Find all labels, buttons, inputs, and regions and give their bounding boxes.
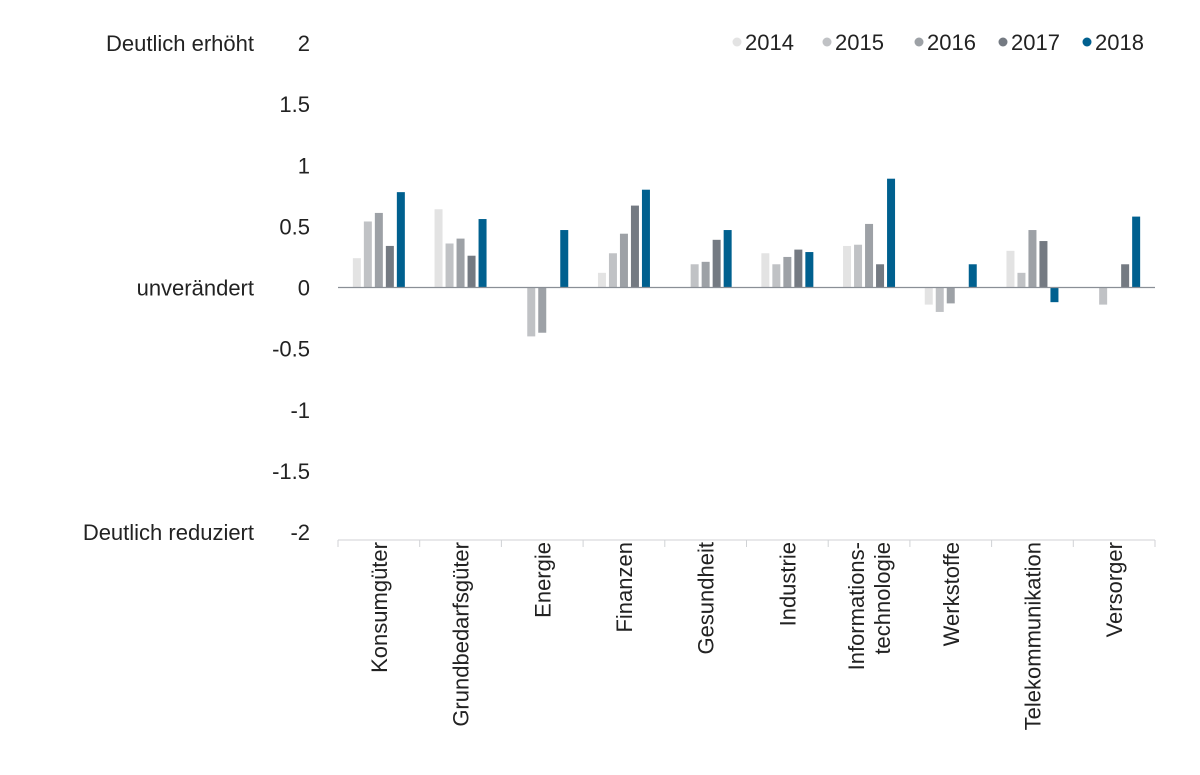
legend-marker-2017	[998, 37, 1008, 47]
bar-2014-7	[924, 287, 933, 305]
y-tick-label: -0.5	[272, 337, 310, 362]
y-tick-label: -2	[290, 520, 310, 545]
legend-marker-2014	[732, 37, 742, 47]
bar-2018-3	[641, 189, 650, 288]
legend: 2014 2015 2016 2017 2018	[732, 30, 1144, 55]
bar-2015-2	[527, 287, 536, 337]
bar-2016-1	[456, 238, 465, 288]
bar-2014-6	[843, 245, 852, 288]
bar-2017-1	[467, 255, 476, 288]
side-label-bottom: Deutlich reduziert	[83, 520, 254, 545]
bar-2018-2	[560, 230, 569, 288]
y-tick-label: 1.5	[279, 92, 310, 117]
bar-2015-6	[854, 244, 863, 288]
bar-2018-1	[478, 219, 487, 288]
x-tick-label: Werkstoffe	[939, 542, 964, 646]
y-tick-label: 0.5	[279, 214, 310, 239]
x-tick-label: Konsumgüter	[367, 542, 392, 673]
bar-2015-3	[608, 253, 617, 288]
bar-2016-3	[619, 233, 628, 288]
legend-label-2014: 2014	[745, 30, 794, 55]
side-label-middle: unverändert	[137, 276, 254, 301]
x-tick-label: Energie	[530, 542, 555, 618]
legend-label-2016: 2016	[927, 30, 976, 55]
y-axis-ticks: 2 1.5 1 0.5 0 -0.5 -1 -1.5 -2	[272, 31, 310, 545]
x-tick-label: Industrie	[775, 542, 800, 626]
bar-2015-0	[363, 221, 372, 288]
bar-2015-9	[1099, 287, 1108, 305]
bar-2018-9	[1132, 216, 1141, 288]
bar-2016-8	[1028, 230, 1037, 288]
x-tick-label: technologie	[870, 542, 895, 655]
bar-2015-8	[1017, 272, 1026, 288]
legend-label-2015: 2015	[835, 30, 884, 55]
x-tick-label: Gesundheit	[694, 542, 719, 655]
bar-2016-4	[701, 261, 710, 288]
bar-2018-5	[805, 252, 814, 288]
bar-2018-0	[396, 192, 405, 288]
bar-2015-5	[772, 264, 781, 288]
bar-2016-6	[865, 223, 874, 288]
bar-2018-8	[1050, 287, 1059, 303]
y-tick-label: 2	[298, 31, 310, 56]
bar-2014-5	[761, 253, 770, 288]
bar-2017-6	[876, 264, 885, 288]
bar-2014-1	[434, 209, 443, 288]
bars-group	[352, 178, 1141, 337]
bar-2014-8	[1006, 250, 1015, 288]
legend-marker-2016	[914, 37, 924, 47]
x-axis-labels: Konsumgüter Grundbedarfsgüter Energie Finan…	[367, 542, 1127, 730]
legend-marker-2018	[1082, 37, 1092, 47]
y-tick-label: -1.5	[272, 459, 310, 484]
bar-2015-4	[690, 264, 699, 288]
bar-2018-7	[968, 264, 977, 288]
bar-2016-5	[783, 256, 792, 288]
bar-2017-9	[1121, 264, 1130, 288]
axes-group	[337, 286, 1156, 547]
bar-2018-4	[723, 230, 732, 288]
bar-2016-2	[538, 287, 547, 333]
side-label-top: Deutlich erhöht	[106, 31, 254, 56]
y-tick-label: 1	[298, 153, 310, 178]
bar-2018-6	[887, 178, 896, 288]
y-side-labels: Deutlich erhöht unverändert Deutlich red…	[83, 31, 254, 545]
bar-2014-3	[597, 272, 606, 288]
bar-2015-7	[935, 287, 944, 312]
bar-2016-7	[946, 287, 955, 304]
bar-2017-3	[630, 205, 639, 288]
x-tick-label: Finanzen	[612, 542, 637, 633]
bar-2014-0	[352, 258, 361, 288]
y-tick-label: -1	[290, 398, 310, 423]
bar-2017-5	[794, 249, 803, 288]
bar-2017-4	[712, 239, 721, 288]
y-tick-label: 0	[298, 276, 310, 301]
legend-label-2018: 2018	[1095, 30, 1144, 55]
legend-label-2017: 2017	[1011, 30, 1060, 55]
legend-marker-2015	[822, 37, 832, 47]
x-tick-label: Telekommunikation	[1020, 542, 1045, 730]
x-tick-label: Versorger	[1102, 542, 1127, 637]
bar-2016-0	[374, 212, 383, 288]
x-tick-label: Grundbedarfsgüter	[449, 542, 474, 727]
bar-2017-0	[385, 245, 394, 288]
bar-2015-1	[445, 243, 454, 288]
x-tick-label: Informations-	[844, 542, 869, 670]
bar-2017-8	[1039, 241, 1048, 288]
